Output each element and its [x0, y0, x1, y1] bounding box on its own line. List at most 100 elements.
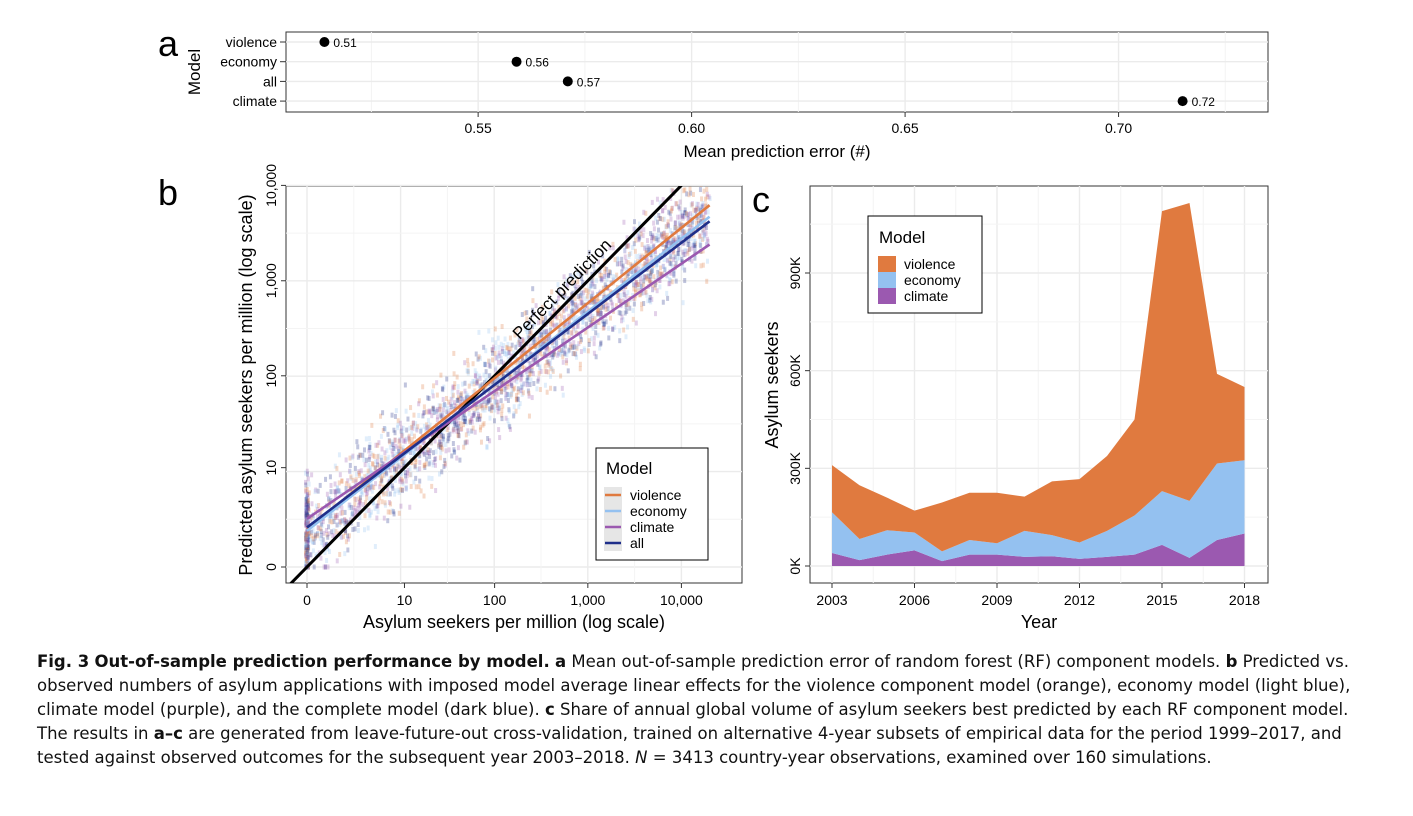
data-point [322, 530, 326, 536]
data-point [608, 269, 612, 275]
data-point [570, 331, 574, 337]
data-point [304, 536, 308, 542]
data-point [401, 438, 405, 444]
data-point [654, 249, 658, 255]
x-tick-label: 2003 [816, 592, 847, 608]
data-point [305, 501, 309, 507]
data-point [611, 302, 615, 308]
data-point [324, 476, 328, 482]
data-point [535, 386, 539, 392]
data-point [694, 263, 698, 269]
data-point [304, 497, 308, 503]
data-point [541, 320, 545, 326]
data-point [695, 201, 699, 207]
data-point [534, 354, 538, 360]
data-point [433, 438, 437, 444]
data-point [375, 503, 379, 509]
data-point [697, 221, 701, 227]
data-point [366, 482, 370, 488]
data-point [575, 354, 579, 360]
data-point [638, 284, 642, 290]
data-point [358, 499, 362, 505]
data-point [702, 188, 706, 194]
data-point [432, 450, 436, 456]
data-point [517, 404, 521, 410]
data-point [493, 394, 497, 400]
data-point [306, 557, 310, 563]
data-point [647, 248, 651, 254]
data-point [444, 448, 448, 454]
data-point [327, 531, 331, 537]
data-point [690, 225, 694, 231]
data-point [542, 338, 546, 344]
data-point [404, 486, 408, 492]
panel-b: b Perfect prediction 0 10 100 1,000 10,000 0… [158, 164, 743, 632]
data-point [670, 206, 674, 212]
data-point [624, 301, 628, 307]
panel-a-ylabel: Model [185, 49, 204, 95]
data-point [502, 351, 506, 357]
data-point [663, 232, 667, 238]
data-point [658, 200, 662, 206]
data-point [578, 366, 582, 372]
data-point [321, 519, 325, 525]
caption-n-text: = 3413 country-year observations, examin… [647, 748, 1212, 767]
data-point [438, 455, 442, 461]
data-point [538, 329, 542, 335]
data-point [446, 433, 450, 439]
data-point [304, 557, 308, 563]
data-point [368, 512, 372, 518]
data-point [437, 443, 441, 449]
data-point [563, 324, 567, 330]
data-point [546, 369, 550, 375]
data-point [561, 392, 565, 398]
data-point [373, 543, 377, 549]
data-point [483, 361, 487, 367]
data-point [354, 471, 358, 477]
data-point [521, 338, 525, 344]
data-point [662, 216, 666, 222]
data-point [557, 304, 561, 310]
data-point [431, 406, 435, 412]
data-point [338, 489, 342, 495]
data-point [475, 379, 479, 385]
data-point [644, 274, 648, 280]
data-point [332, 500, 336, 506]
data-point [704, 173, 707, 178]
data-point [304, 553, 308, 559]
data-point [475, 416, 479, 422]
data-point [551, 368, 555, 374]
legend-swatch-climate [878, 288, 896, 304]
data-point [603, 269, 607, 275]
data-point [562, 321, 566, 327]
data-point [501, 403, 505, 409]
data-point [650, 238, 654, 244]
data-point [306, 555, 310, 561]
data-point [499, 398, 503, 404]
data-point [619, 310, 623, 316]
data-point [368, 486, 372, 492]
data-point [537, 342, 541, 348]
data-point [472, 413, 476, 419]
data-point [601, 285, 605, 291]
data-point [641, 263, 645, 269]
data-point [646, 243, 650, 249]
data-point [652, 226, 656, 232]
data-point [418, 466, 422, 472]
data-point [661, 263, 665, 269]
data-point [440, 413, 444, 419]
data-point [400, 456, 404, 462]
data-point [703, 232, 707, 238]
data-point [550, 352, 554, 358]
data-point [672, 271, 676, 277]
data-point [637, 281, 641, 287]
data-point [579, 349, 583, 355]
data-point [344, 530, 348, 536]
data-point [306, 560, 310, 566]
data-point [354, 477, 358, 483]
data-point [571, 345, 575, 351]
data-point [667, 209, 671, 215]
data-point [453, 403, 457, 409]
data-point [358, 501, 362, 507]
data-point [705, 242, 709, 248]
